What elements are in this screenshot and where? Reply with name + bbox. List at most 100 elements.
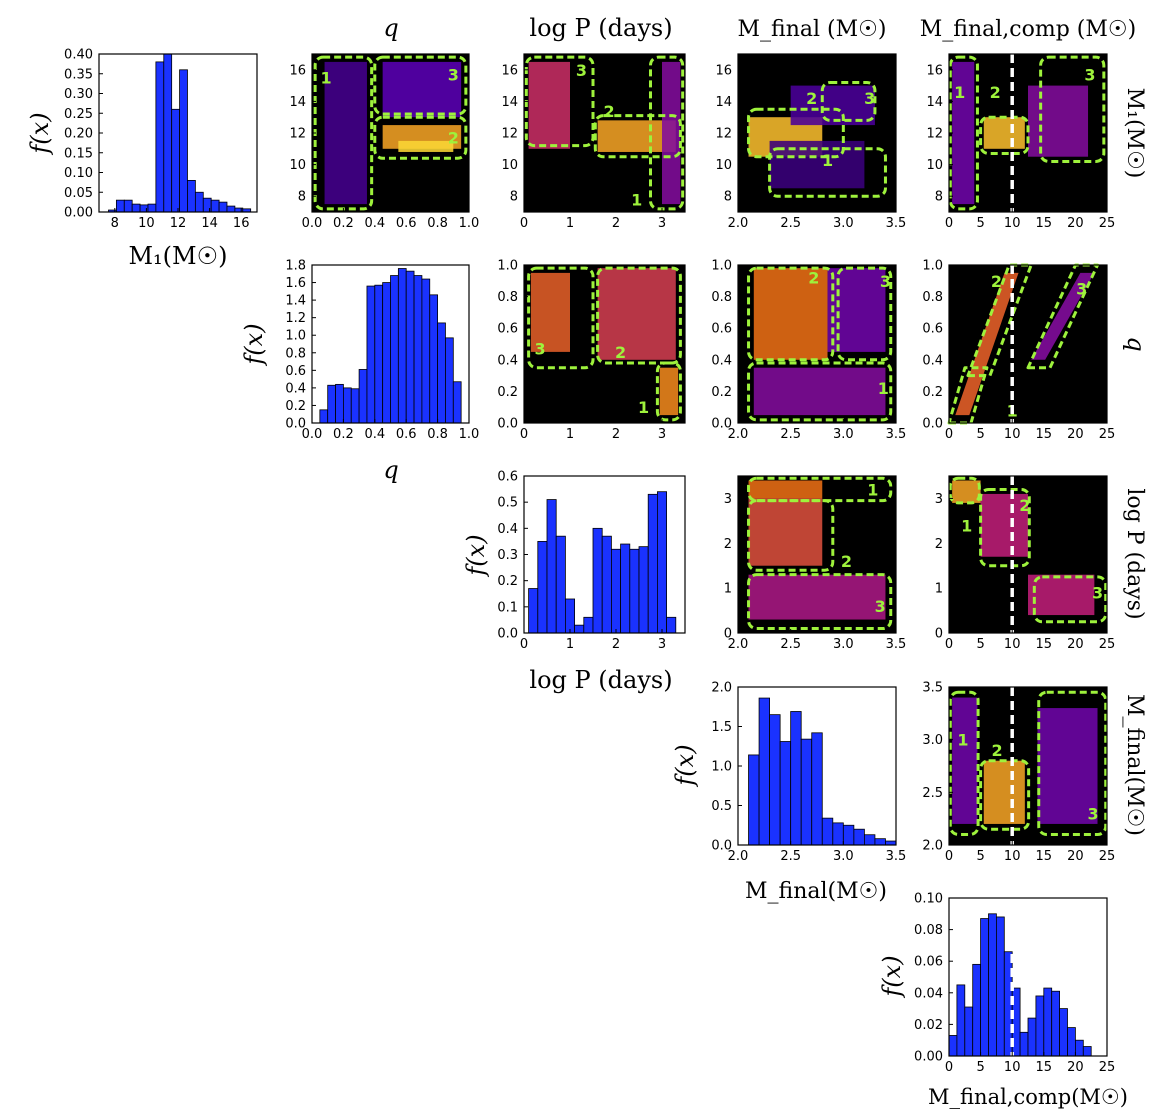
y-tick-label: 1 xyxy=(724,582,732,597)
y-tick-label: 1.6 xyxy=(285,276,306,291)
bar xyxy=(335,383,344,424)
region-box xyxy=(966,263,1033,378)
region-label: 2 xyxy=(808,269,819,288)
y-tick-label: 2.0 xyxy=(922,839,943,854)
x-tick-label: 3.0 xyxy=(833,216,854,231)
y-tick-label: 0.10 xyxy=(914,892,943,907)
x-tick-label: 2.0 xyxy=(728,637,749,652)
x-tick-label: 5 xyxy=(976,849,984,864)
region-box xyxy=(836,266,893,362)
axes-q-vs-mcomp: 0 5 10 15 20 25 0.0 0.2 0.4 0.6 0.8 1.0 xyxy=(922,259,1115,443)
x-tick-label: 1.0 xyxy=(459,427,480,442)
y-tick-label: 1.0 xyxy=(711,760,732,775)
heatmap-cell xyxy=(753,268,828,360)
bar xyxy=(218,201,228,213)
bar xyxy=(405,270,415,424)
x-tick-label: 25 xyxy=(1099,637,1116,652)
bar xyxy=(397,268,407,424)
bar xyxy=(748,754,760,846)
y-tick-label: 14 xyxy=(926,95,943,110)
y-tick-label: 0.08 xyxy=(914,923,943,938)
axes-logp-vs-mcomp: 0 5 10 15 20 25 0 1 2 3 xyxy=(935,475,1116,652)
heatmap-cell xyxy=(983,760,1025,824)
region-label: 1 xyxy=(954,83,965,102)
region-box xyxy=(948,690,980,836)
bar xyxy=(147,203,157,213)
x-tick-label: 25 xyxy=(1099,427,1116,442)
y-tick-label: 0.4 xyxy=(285,381,306,396)
bar xyxy=(115,199,125,213)
region-label: 3 xyxy=(1088,804,1099,823)
region-label: 2 xyxy=(990,83,1001,102)
bar xyxy=(1043,987,1053,1057)
y-tick-label: 0.0 xyxy=(711,839,732,854)
y-tick-label: 0.8 xyxy=(922,290,943,305)
x-tick-label: 1 xyxy=(566,216,574,231)
axes-diag-q: 0.0 0.2 0.4 0.6 0.8 1.0 0.0 0.2 0.4 0.6 0.8 1.0 1.2 1… xyxy=(285,259,479,443)
x-tick-label: 25 xyxy=(1099,216,1116,231)
heatmap-cell xyxy=(382,61,462,118)
x-tick-label: 0.8 xyxy=(427,216,448,231)
region-label: 2 xyxy=(448,129,459,148)
region-box xyxy=(747,361,893,422)
region-label: 2 xyxy=(1019,496,1030,515)
x-tick-label: 2 xyxy=(612,427,620,442)
column-title-logp: log P (days) xyxy=(529,14,672,42)
x-tick-label: 15 xyxy=(1036,1060,1053,1075)
bar xyxy=(342,387,352,424)
diag-xlabel-mfinal: M_final(M☉) xyxy=(745,879,887,904)
x-tick-label: 14 xyxy=(201,216,218,231)
y-tick-label: 0.40 xyxy=(64,48,93,63)
axes-q-vs-logp: 0 1 2 3 0.0 0.2 0.4 0.6 0.8 1.0 xyxy=(497,259,686,442)
y-tick-label: 0.6 xyxy=(922,322,943,337)
y-tick-label: 2.5 xyxy=(922,786,943,801)
axes-diag-m1: 8 10 12 14 16 0.00 0.05 0.10 0.15 0.20 0.25 0.30 0.3… xyxy=(64,48,258,231)
diag-ylabel-q: f(x) xyxy=(240,323,268,366)
bar xyxy=(842,824,855,846)
axes-diag-logp: 0 1 2 3 0.0 0.1 0.2 0.3 0.4 0.5 0.6 xyxy=(497,470,686,652)
y-tick-label: 2 xyxy=(724,537,732,552)
x-tick-label: 5 xyxy=(976,637,984,652)
bar xyxy=(811,732,823,846)
y-tick-label: 0.25 xyxy=(64,107,93,122)
heatmap-cell xyxy=(952,480,981,503)
x-tick-label: 3 xyxy=(658,637,666,652)
axes-frame xyxy=(948,686,1108,846)
bar xyxy=(319,409,329,424)
x-tick-label: 10 xyxy=(138,216,155,231)
x-tick-label: 25 xyxy=(1099,849,1116,864)
x-tick-label: 2 xyxy=(612,637,620,652)
heatmap-cell xyxy=(983,117,1025,149)
axes-logp-vs-mfinal: 2.0 2.5 3.0 3.5 0 1 2 3 xyxy=(724,475,906,652)
panel-diag-mfinal xyxy=(748,697,897,846)
bar xyxy=(758,697,770,846)
x-tick-label: 20 xyxy=(1067,849,1084,864)
y-tick-label: 0.05 xyxy=(64,186,93,201)
y-tick-label: 0.2 xyxy=(497,574,518,589)
x-tick-label: 15 xyxy=(1036,637,1053,652)
y-tick-label: 0.6 xyxy=(711,322,732,337)
bar xyxy=(131,203,141,213)
x-tick-label: 10 xyxy=(1004,849,1021,864)
heatmap-cell xyxy=(662,61,681,205)
x-tick-label: 0 xyxy=(945,427,953,442)
bar xyxy=(187,179,196,213)
x-tick-label: 15 xyxy=(1036,427,1053,442)
y-tick-label: 1.0 xyxy=(922,259,943,274)
y-tick-label: 0.4 xyxy=(497,522,518,537)
bar xyxy=(179,69,188,213)
heatmap-cell xyxy=(980,493,1028,557)
region-label: 3 xyxy=(535,340,546,359)
bar xyxy=(327,384,336,424)
y-tick-label: 12 xyxy=(926,127,943,142)
bar xyxy=(972,963,982,1057)
region-label: 2 xyxy=(615,343,626,362)
x-tick-label: 0 xyxy=(520,427,528,442)
bar xyxy=(1019,1031,1029,1057)
bar xyxy=(874,838,886,846)
heatmap-cell xyxy=(398,140,454,152)
y-tick-label: 14 xyxy=(501,95,518,110)
